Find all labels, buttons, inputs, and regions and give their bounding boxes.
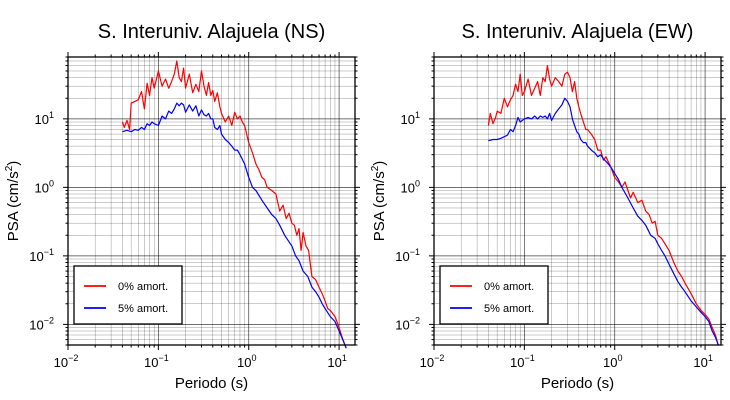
y-tick-label: 10−1 (395, 247, 420, 264)
x-tick-label: 101 (693, 353, 712, 370)
y-tick-label: 100 (35, 178, 54, 195)
chart-title: S. Interuniv. Alajuela (NS) (98, 21, 326, 43)
plot-frame (67, 56, 356, 346)
y-tick-label: 10−1 (29, 247, 54, 264)
x-tick-label: 100 (603, 353, 622, 370)
chart-panel-ew: 10−2 10−1 100 101 10−2 10−1 100 101 S. Interuniv… (370, 21, 726, 392)
legend-label: 5% amort. (118, 303, 168, 315)
y-tick-label: 10−2 (29, 315, 54, 332)
series-line-damping-0 (487, 64, 719, 346)
legend-label: 5% amort. (484, 303, 534, 315)
y-axis-label: PSA (cm/s2) (4, 161, 22, 242)
series-line-damping-5 (488, 97, 719, 346)
x-tick-label: 100 (237, 353, 256, 370)
legend-label: 0% amort. (118, 281, 168, 293)
y-tick-label: 101 (35, 110, 54, 127)
x-tick-label: 10−1 (510, 353, 535, 370)
legend-box (439, 265, 549, 325)
x-axis-label: Periodo (s) (541, 375, 614, 392)
y-axis-label: PSA (cm/s2) (370, 161, 388, 242)
x-tick-label: 10−1 (144, 353, 169, 370)
chart-title: S. Interuniv. Alajuela (EW) (462, 21, 694, 43)
x-tick-label: 10−2 (54, 353, 79, 370)
x-tick-label: 101 (327, 353, 346, 370)
chart-panel-ns: 10−2 10−1 100 101 10−2 10−1 100 101 S. Interuniv… (4, 21, 360, 392)
legend: 0% amort. 5% amort. (73, 265, 183, 325)
legend: 0% amort. 5% amort. (439, 265, 549, 325)
x-tick-label: 10−2 (420, 353, 445, 370)
legend-box (73, 265, 183, 325)
series-line-damping-5 (122, 102, 347, 349)
x-axis-label: Periodo (s) (175, 375, 248, 392)
y-tick-label: 100 (401, 178, 420, 195)
legend-label: 0% amort. (484, 281, 534, 293)
y-tick-label: 10−2 (395, 315, 420, 332)
series-line-damping-0 (121, 60, 347, 349)
y-tick-label: 101 (401, 110, 420, 127)
plot-frame (433, 56, 722, 346)
gridlines (433, 56, 721, 346)
